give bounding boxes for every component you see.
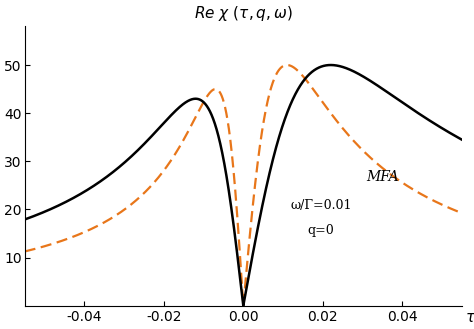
Title: $\mathit{Re}\ \chi\ (\tau,q,\omega)$: $\mathit{Re}\ \chi\ (\tau,q,\omega)$ xyxy=(194,4,292,23)
Text: MFA: MFA xyxy=(366,169,399,184)
Text: ω/Γ=0.01: ω/Γ=0.01 xyxy=(291,199,353,213)
Text: q=0: q=0 xyxy=(307,223,334,237)
X-axis label: $\tau$: $\tau$ xyxy=(465,311,474,325)
